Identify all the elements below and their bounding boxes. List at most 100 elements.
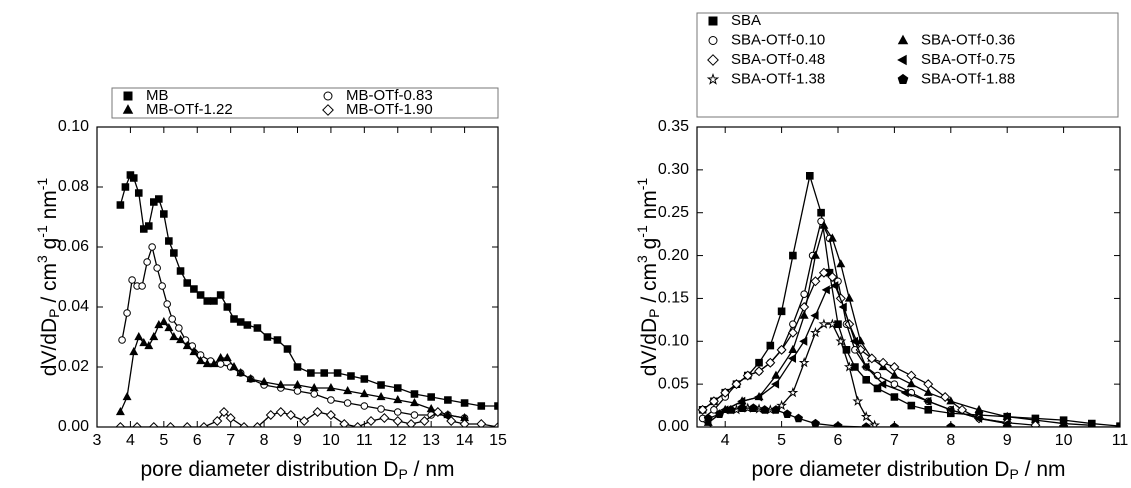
x-axis-label: pore diameter distribution DP / nm xyxy=(141,458,455,482)
marker xyxy=(275,407,286,417)
marker xyxy=(309,383,319,392)
marker xyxy=(222,353,232,362)
legend-marker xyxy=(707,54,719,66)
plot-area xyxy=(115,171,498,427)
marker xyxy=(165,237,173,245)
marker xyxy=(771,405,781,414)
marker xyxy=(216,353,226,362)
chart-panel: 4 5 6 7 8 9 10 11 0.00 0.05 0.10 0.15 0.20 0.25 0.30 0.… xyxy=(634,12,1128,482)
marker xyxy=(196,291,205,299)
x-tick-label: 5 xyxy=(777,432,786,449)
marker xyxy=(974,413,983,423)
x-tick-label: 11 xyxy=(356,432,373,449)
marker xyxy=(128,276,136,284)
marker xyxy=(849,336,859,346)
marker xyxy=(283,345,292,353)
ylabel-part: / cm xyxy=(38,263,61,309)
xlabel-part: / nm xyxy=(408,458,455,481)
marker xyxy=(697,404,708,415)
legend-label: SBA-OTf-1.88 xyxy=(921,70,1015,87)
marker xyxy=(263,333,272,341)
marker xyxy=(782,409,792,418)
y-tick-label: 0.00 xyxy=(58,418,89,435)
series-line xyxy=(707,224,1092,426)
marker xyxy=(878,357,889,368)
legend-label: MB-OTf-1.90 xyxy=(346,101,433,118)
marker xyxy=(343,386,353,395)
legend-marker xyxy=(122,104,134,114)
marker xyxy=(392,416,403,426)
marker xyxy=(273,336,282,344)
y-tick-label: 0.02 xyxy=(58,358,89,375)
ylabel-part: -1 xyxy=(34,178,50,191)
marker xyxy=(878,379,887,389)
x-tick-label: 7 xyxy=(226,432,235,449)
marker xyxy=(789,251,797,260)
marker xyxy=(175,324,183,332)
marker xyxy=(198,422,209,427)
ylabel-part: -1 xyxy=(634,178,650,191)
marker xyxy=(170,249,178,257)
marker xyxy=(229,362,239,371)
marker xyxy=(794,413,804,423)
y-tick-label: 0.25 xyxy=(658,204,689,221)
plot-frame xyxy=(696,126,1121,428)
marker xyxy=(852,395,864,406)
marker xyxy=(218,407,229,417)
marker xyxy=(236,318,245,326)
marker xyxy=(134,189,143,197)
marker xyxy=(754,366,765,377)
legend-marker xyxy=(706,72,720,85)
marker xyxy=(924,406,933,414)
marker xyxy=(799,302,810,312)
marker xyxy=(755,358,763,367)
marker xyxy=(327,396,335,404)
marker xyxy=(129,347,139,356)
marker xyxy=(771,370,781,379)
marker xyxy=(347,372,355,380)
marker xyxy=(410,390,419,398)
marker xyxy=(835,335,847,346)
marker xyxy=(810,276,821,287)
x-tick-label: 6 xyxy=(834,432,843,449)
ylabel-part: g xyxy=(638,238,661,256)
y-tick-label: 0.35 xyxy=(658,118,689,135)
y-tick-label: 0.08 xyxy=(58,178,89,195)
marker xyxy=(1115,422,1120,427)
marker xyxy=(830,281,839,291)
x-tick-label: 10 xyxy=(1055,432,1073,449)
marker xyxy=(377,381,385,389)
marker xyxy=(827,272,838,282)
marker xyxy=(787,353,797,363)
marker xyxy=(243,321,252,329)
marker xyxy=(821,285,830,295)
marker xyxy=(770,379,780,389)
ylabel-part: dV/dD xyxy=(638,318,661,376)
marker xyxy=(838,302,847,312)
marker xyxy=(293,380,302,389)
marker xyxy=(326,383,336,392)
marker xyxy=(116,201,125,209)
marker xyxy=(856,336,866,345)
marker xyxy=(851,363,859,371)
marker xyxy=(159,317,169,326)
marker xyxy=(121,183,130,191)
marker xyxy=(860,411,872,422)
legend-marker xyxy=(897,54,907,66)
marker xyxy=(799,336,808,346)
ylabel-part: / cm xyxy=(638,263,661,309)
legend-label: SBA-OTf-1.38 xyxy=(731,70,825,87)
x-tick-label: 13 xyxy=(422,432,440,449)
x-tick-label: 4 xyxy=(721,432,730,449)
marker xyxy=(225,413,236,423)
marker xyxy=(419,416,430,426)
marker xyxy=(708,396,719,407)
legend-box xyxy=(111,87,499,119)
marker xyxy=(946,422,956,427)
marker xyxy=(460,399,469,407)
marker xyxy=(817,208,825,217)
marker xyxy=(777,307,786,316)
marker xyxy=(426,404,436,413)
marker xyxy=(276,380,286,389)
